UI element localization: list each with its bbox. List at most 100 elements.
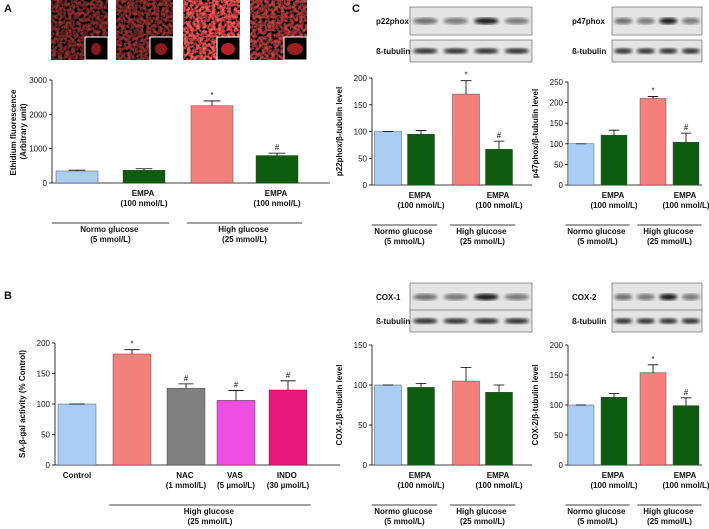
bar [567, 143, 595, 186]
y-tick-label: 0 [559, 461, 564, 470]
error-bar [228, 390, 244, 401]
y-tick-label: 0 [46, 461, 51, 470]
blot-band [504, 17, 529, 25]
y-tick-label: 200 [37, 339, 51, 348]
error-bar [178, 383, 194, 389]
y-tick-label: 150 [550, 371, 564, 380]
blot-band [474, 318, 499, 324]
group-label: Normo glucose (5 mmol/L) [374, 507, 434, 526]
bar [216, 400, 256, 466]
significance-mark: * [130, 340, 133, 349]
blot-band [413, 17, 438, 25]
blot-image [409, 309, 533, 333]
significance-mark: # [275, 143, 280, 152]
x-tick-label: EMPA (100 nmol/L) [397, 191, 444, 210]
blot-image [409, 39, 533, 63]
blot-label: ß-tubulin [376, 47, 410, 56]
error-bar [124, 349, 140, 354]
x-tick-label: EMPA (100 nmol/L) [475, 191, 522, 210]
x-tick-label: EMPA (100 nmol/L) [662, 191, 709, 210]
error-bar [493, 140, 505, 150]
blot-band [614, 17, 633, 25]
y-axis-label: COX-2/β-tubulin level [531, 365, 540, 446]
y-tick-label: 50 [554, 431, 563, 440]
group-label: High glucose (25 mmol/L) [456, 227, 508, 246]
y-tick-label: 0 [363, 461, 368, 470]
blot-band [504, 318, 529, 324]
y-axis-label: Ethidium fluorescence (Arbitrary unit) [9, 87, 28, 175]
blot-band [681, 318, 700, 324]
y-tick-label: 150 [354, 101, 368, 110]
x-tick-label: EMPA (100 nmol/L) [590, 471, 637, 490]
blot-label: p22phox [376, 17, 409, 26]
bar [407, 133, 435, 186]
y-tick-label: 0 [363, 181, 368, 190]
blot-band [474, 17, 499, 25]
bar [268, 389, 308, 466]
blot-label: p47phox [572, 17, 605, 26]
group-label: Normo glucose (5 mmol/L) [567, 507, 627, 526]
y-tick-label: 3000 [29, 76, 47, 85]
bar [639, 98, 667, 186]
y-axis-label: p22phox/β-tubulin level [335, 87, 344, 176]
error-bar [608, 129, 620, 136]
y-tick-label: 100 [354, 128, 368, 137]
y-tick-label: 100 [550, 401, 564, 410]
significance-mark: # [497, 131, 502, 140]
significance-mark: * [464, 71, 467, 80]
significance-mark: # [234, 381, 239, 390]
bar [122, 170, 166, 184]
bar [452, 93, 480, 186]
blot-band [614, 48, 633, 54]
bar [452, 380, 480, 466]
y-tick-label: 100 [354, 381, 368, 390]
y-tick-label: 150 [550, 119, 564, 128]
y-axis-label: p47phox/β-tubulin level [531, 89, 540, 178]
blot-band [659, 17, 678, 25]
y-tick-label: 150 [37, 370, 51, 379]
error-bar [415, 130, 427, 135]
group-label: High glucose (25 mmol/L) [456, 507, 508, 526]
y-tick-label: 50 [554, 160, 563, 169]
bar [672, 141, 700, 186]
bar [600, 134, 628, 186]
group-label: High glucose (25 mmol/L) [643, 507, 695, 526]
bar [190, 105, 234, 184]
group-label: High glucose (25 mmol/L) [184, 507, 236, 526]
error-bar [647, 96, 659, 99]
blot-band [443, 318, 468, 324]
bar [567, 404, 595, 466]
blot-band [659, 318, 678, 324]
significance-mark: # [286, 371, 291, 380]
micro-nucleus [287, 43, 303, 55]
blot-band [443, 17, 468, 25]
blot-label: COX-1 [376, 293, 401, 302]
bar [55, 170, 99, 184]
panel-label: C [352, 3, 360, 15]
blot-band [413, 293, 438, 301]
blot-label: COX-2 [572, 293, 597, 302]
error-bar [415, 383, 427, 388]
micro-nucleus [221, 43, 235, 55]
bar [57, 403, 97, 466]
blot-band [443, 293, 468, 301]
blot-band [636, 17, 655, 25]
blot-label: ß-tubulin [376, 317, 410, 326]
blot-band [443, 48, 468, 54]
error-bar [203, 100, 221, 106]
blot-label: ß-tubulin [572, 317, 606, 326]
blot-band [636, 318, 655, 324]
error-bar [280, 380, 296, 390]
significance-mark: # [684, 388, 689, 397]
error-bar [268, 152, 286, 156]
blot-image [611, 309, 703, 333]
y-tick-label: 0 [43, 179, 48, 188]
x-tick-label: INDO (30 µmol/L) [267, 471, 310, 490]
error-bar [460, 367, 472, 381]
y-tick-label: 200 [354, 74, 368, 83]
blot-band [659, 48, 678, 54]
x-tick-label: EMPA (100 nmol/L) [397, 471, 444, 490]
error-bar [460, 80, 472, 95]
